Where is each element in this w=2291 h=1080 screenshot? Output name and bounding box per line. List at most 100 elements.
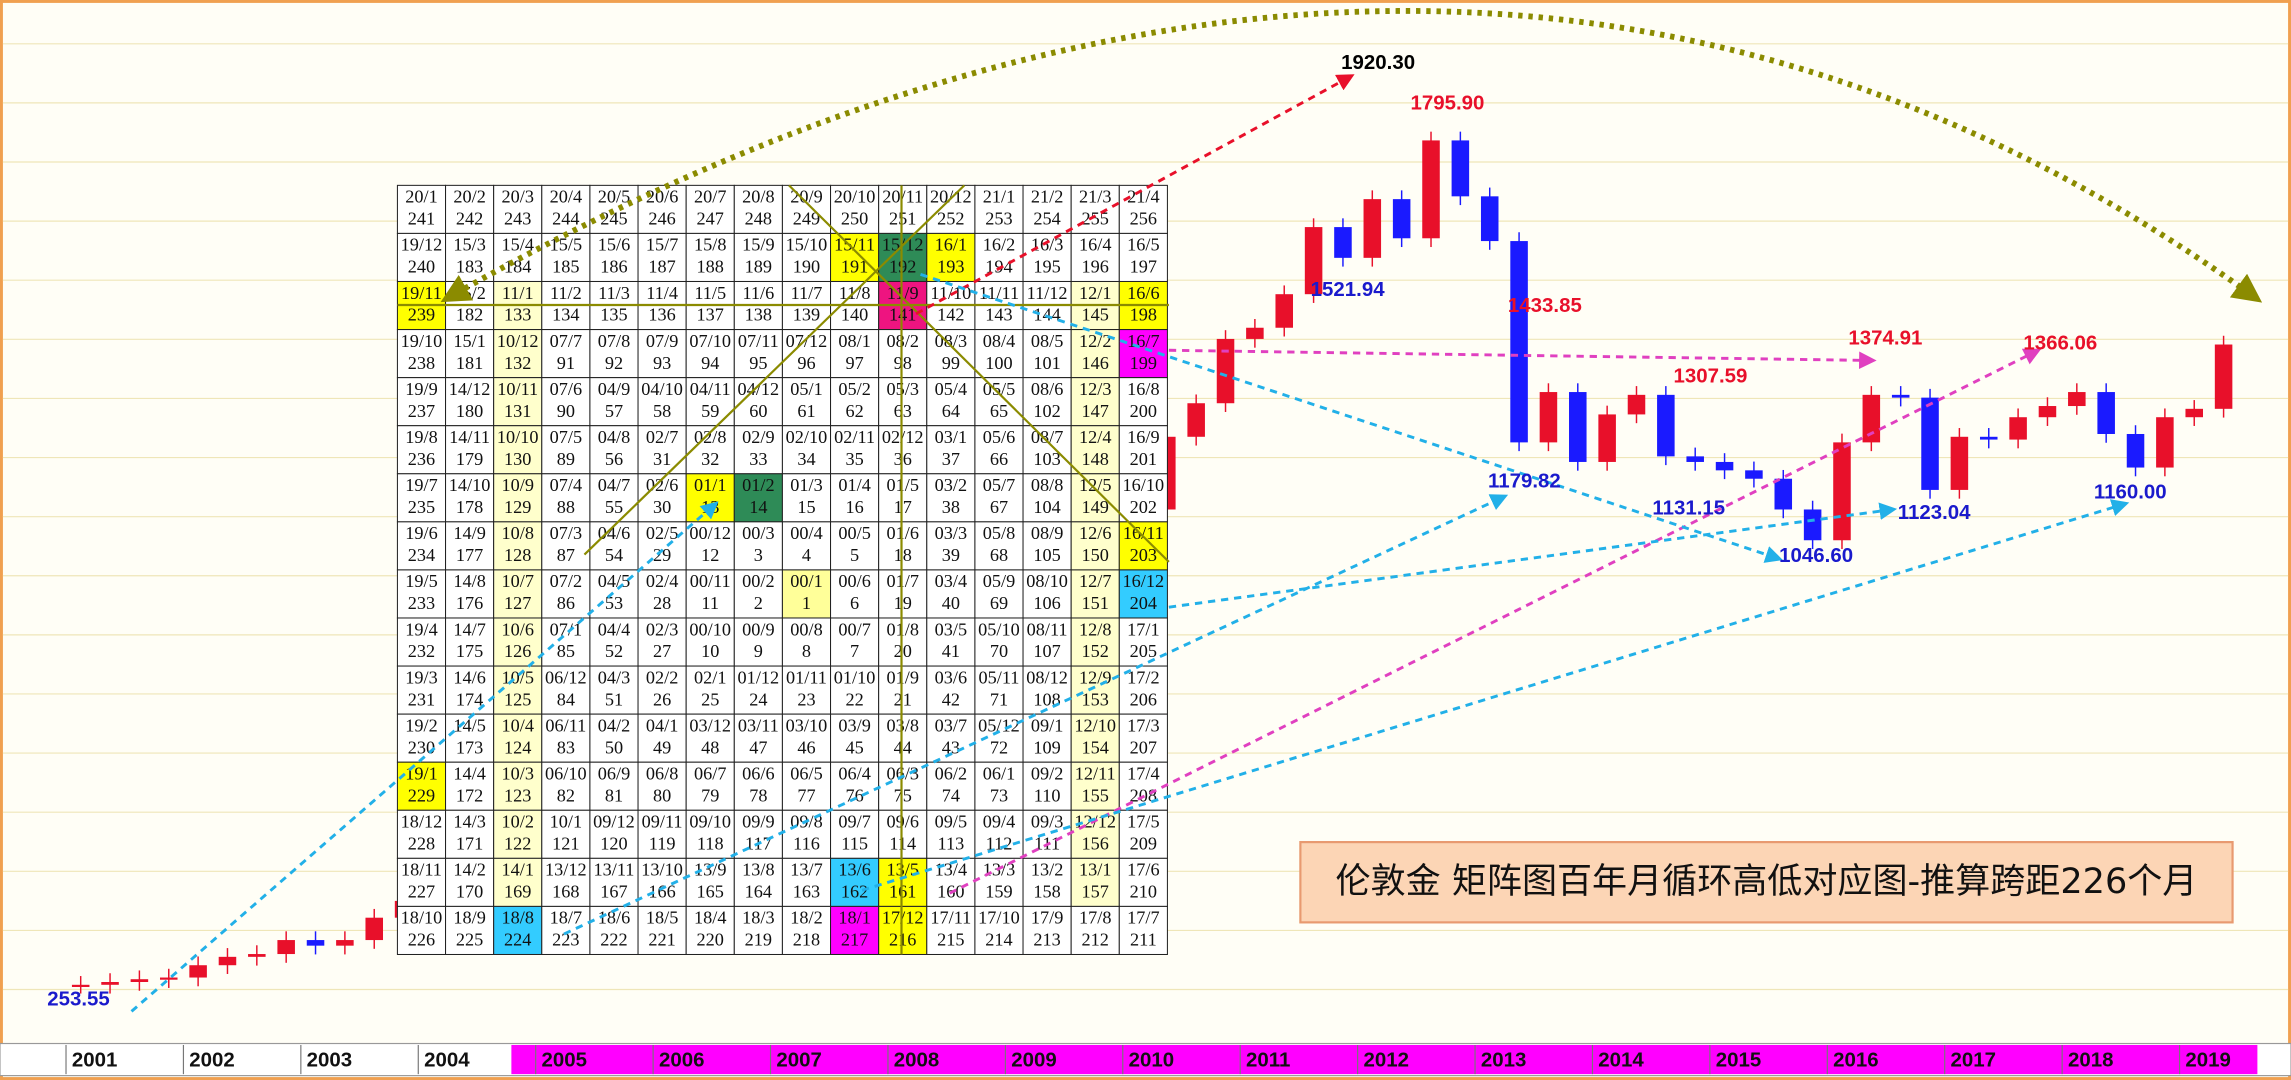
- cell-number: 104: [1033, 497, 1060, 517]
- cell-date: 11/4: [646, 283, 678, 303]
- price-label: 1920.30: [1341, 51, 1415, 74]
- cell-number: 226: [408, 930, 435, 950]
- cell-date: 08/8: [1031, 475, 1063, 495]
- cell-date: 03/11: [738, 715, 779, 735]
- cell-date: 04/11: [690, 379, 731, 399]
- cell-date: 16/3: [1031, 235, 1063, 255]
- cell-number: 238: [408, 353, 435, 373]
- cell-date: 16/12: [1123, 571, 1165, 591]
- price-label: 1374.91: [1848, 327, 1922, 350]
- cell-date: 18/11: [401, 860, 442, 880]
- candle: [1569, 392, 1587, 462]
- price-label: 1521.94: [1311, 278, 1386, 301]
- cell-date: 10/2: [501, 812, 533, 832]
- cell-date: 01/10: [834, 667, 876, 687]
- cell-date: 07/7: [550, 331, 582, 351]
- cell-number: 53: [605, 593, 623, 613]
- cell-number: 204: [1130, 593, 1157, 613]
- cell-date: 06/9: [598, 764, 630, 784]
- matrix-cell: [830, 377, 880, 427]
- matrix-cell: [781, 569, 832, 619]
- matrix-cell: [1118, 617, 1168, 667]
- matrix-cell: [637, 232, 687, 283]
- cell-date: 06/8: [646, 764, 678, 784]
- cell-date: 06/1: [983, 764, 1015, 784]
- cell-number: 4: [802, 545, 811, 565]
- cell-date: 10/5: [501, 667, 533, 687]
- cell-date: 06/11: [545, 715, 586, 735]
- cell-number: 211: [1130, 930, 1157, 950]
- cell-date: 01/4: [838, 475, 870, 495]
- cell-number: 114: [889, 833, 916, 853]
- cell-date: 06/2: [935, 764, 967, 784]
- cell-number: 52: [605, 641, 623, 661]
- year-label: 2011: [1246, 1048, 1290, 1071]
- cell-number: 101: [1033, 353, 1060, 373]
- cell-date: 20/7: [694, 187, 726, 207]
- matrix-cell: [974, 905, 1024, 955]
- year-label: 2002: [189, 1048, 234, 1071]
- cell-date: 07/11: [738, 331, 779, 351]
- matrix-cell: [685, 329, 735, 379]
- cell-number: 9: [754, 641, 763, 661]
- cell-number: 94: [701, 353, 719, 373]
- matrix-cell: [396, 569, 447, 619]
- cell-date: 04/3: [598, 667, 630, 687]
- year-label: 2013: [1481, 1048, 1526, 1071]
- cell-number: 146: [1082, 353, 1109, 373]
- year-labels: 2001 2002 2003 2004 2005 2006 2007 2008 2009 2010…: [65, 1044, 2231, 1075]
- cell-number: 168: [552, 882, 579, 902]
- cell-date: 13/12: [545, 860, 587, 880]
- matrix-cell: [926, 425, 976, 475]
- cell-number: 85: [557, 641, 575, 661]
- matrix-cell: [1022, 521, 1072, 571]
- cell-date: 20/5: [598, 187, 630, 207]
- cell-date: 20/4: [550, 187, 582, 207]
- price-label: 253.55: [47, 987, 110, 1010]
- matrix-cell: [396, 521, 447, 571]
- cell-number: 232: [408, 641, 435, 661]
- cell-number: 24: [749, 689, 767, 709]
- cell-number: 205: [1130, 641, 1157, 661]
- cell-date: 20/12: [930, 187, 972, 207]
- cell-date: 20/1: [405, 187, 437, 207]
- cell-date: 03/8: [886, 715, 918, 735]
- price-label: 1046.60: [1779, 544, 1853, 567]
- cell-number: 124: [504, 737, 531, 757]
- cell-number: 105: [1033, 545, 1060, 565]
- cell-number: 14: [749, 497, 767, 517]
- matrix-cell: [1118, 569, 1168, 619]
- cell-date: 13/5: [886, 860, 918, 880]
- cell-date: 15/4: [501, 235, 533, 255]
- candle: [101, 982, 119, 985]
- cell-number: 97: [845, 353, 863, 373]
- cell-date: 05/9: [983, 571, 1015, 591]
- cell-date: 18/5: [646, 908, 678, 928]
- matrix-cell: [1070, 569, 1120, 619]
- candle: [1598, 414, 1616, 462]
- matrix-cell: [1118, 473, 1168, 523]
- matrix-cell: [1118, 232, 1168, 283]
- cell-number: 62: [845, 401, 863, 421]
- cell-number: 66: [990, 449, 1008, 469]
- candle: [1451, 140, 1470, 197]
- matrix-cell: [878, 569, 928, 619]
- cell-date: 05/8: [983, 523, 1015, 543]
- year-label: 2003: [307, 1048, 352, 1071]
- matrix-cell: [396, 329, 447, 379]
- year-label: 2014: [1598, 1048, 1644, 1071]
- cell-number: 112: [986, 833, 1013, 853]
- matrix-cell: [830, 184, 880, 234]
- cell-date: 11/12: [1027, 283, 1068, 303]
- matrix-cell: [445, 857, 495, 907]
- matrix-cell: [926, 905, 976, 955]
- cell-number: 139: [793, 305, 820, 325]
- cell-number: 70: [990, 641, 1008, 661]
- cell-date: 17/8: [1079, 908, 1111, 928]
- cell-date: 05/6: [983, 427, 1015, 447]
- matrix-cell: [1022, 857, 1072, 907]
- cell-date: 13/7: [790, 860, 822, 880]
- cell-number: 54: [605, 545, 623, 565]
- matrix-cell: [685, 617, 735, 667]
- cell-number: 222: [600, 930, 627, 950]
